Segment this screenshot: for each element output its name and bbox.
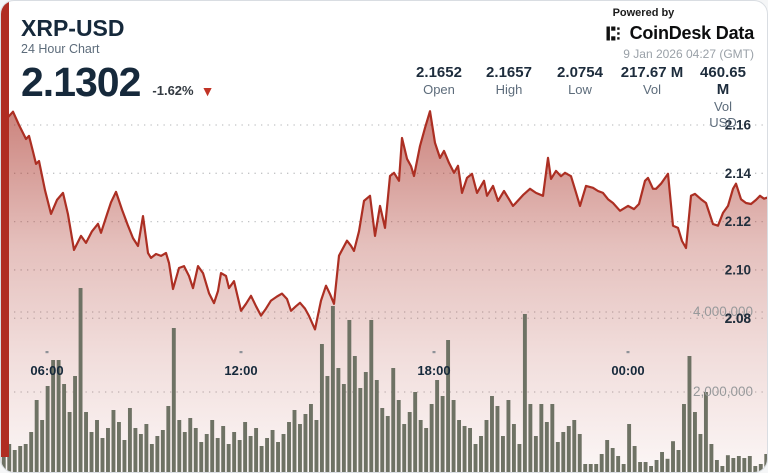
stat-vol-usd-label: Vol USD xyxy=(709,99,737,130)
stat-open-label: Open xyxy=(423,82,455,97)
stat-open-value: 2.1652 xyxy=(416,64,462,81)
left-accent-bar xyxy=(1,1,9,457)
svg-text:2.16: 2.16 xyxy=(725,118,752,133)
svg-text:2.14: 2.14 xyxy=(725,166,752,181)
stat-low-value: 2.0754 xyxy=(557,64,603,81)
price-row: 2.1302 -1.62% ▼ xyxy=(21,59,215,105)
price-down-arrow-icon: ▼ xyxy=(200,83,215,99)
brand-name: CoinDesk Data xyxy=(629,23,755,43)
stat-vol-value: 217.67 M xyxy=(620,64,684,81)
coindesk-data-logo[interactable]: CoinDesk Data xyxy=(606,23,754,44)
volume-bars xyxy=(1,288,767,472)
svg-text:4,000,000: 4,000,000 xyxy=(693,304,753,319)
svg-text:00:00: 00:00 xyxy=(611,363,644,378)
chart-timestamp: 9 Jan 2026 04:27 (GMT) xyxy=(623,47,754,61)
stat-vol-usd-value: 460.65 M xyxy=(700,64,746,98)
stat-open: 2.1652 Open xyxy=(416,64,462,98)
svg-text:2.10: 2.10 xyxy=(725,262,751,277)
current-price: 2.1302 xyxy=(21,59,141,105)
header-left: XRP-USD 24 Hour Chart 2.1302 -1.62% ▼ xyxy=(21,15,215,105)
svg-text:2.12: 2.12 xyxy=(725,214,751,229)
stat-vol: 217.67 M Vol xyxy=(621,64,684,98)
svg-text:12:00: 12:00 xyxy=(224,363,257,378)
stat-high-label: High xyxy=(495,82,523,97)
price-change-percent: -1.62% xyxy=(152,83,194,98)
stat-high-value: 2.1657 xyxy=(486,64,532,81)
instrument-symbol: XRP-USD xyxy=(21,15,125,41)
volume-axis-labels: 4,000,000 2,000,000 xyxy=(693,304,753,399)
powered-by-label: Powered by xyxy=(612,7,675,19)
price-axis-label-2-08: 2.08 xyxy=(725,311,752,326)
header-right: Powered by CoinDesk Data 9 Jan 2026 04:2… xyxy=(606,7,754,61)
stat-low: 2.0754 Low xyxy=(557,64,603,98)
stat-vol-usd: 460.65 M Vol USD xyxy=(700,64,746,131)
price-line xyxy=(1,110,767,331)
coindesk-logo-icon xyxy=(606,24,625,43)
stat-vol-label: Vol xyxy=(642,82,662,97)
svg-text:2,000,000: 2,000,000 xyxy=(693,384,753,399)
chart-subtitle: 24 Hour Chart xyxy=(21,42,100,56)
time-axis-labels: 06:00 12:00 18:00 00:00 xyxy=(30,351,645,378)
svg-text:18:00: 18:00 xyxy=(417,363,450,378)
price-area-fill xyxy=(1,111,767,472)
svg-text:06:00: 06:00 xyxy=(30,363,63,378)
price-axis-labels: 2.16 2.14 2.12 2.10 2.08 xyxy=(725,118,752,326)
svg-text:2.08: 2.08 xyxy=(725,311,752,326)
stat-high: 2.1657 High xyxy=(486,64,532,98)
stat-low-label: Low xyxy=(568,82,592,97)
